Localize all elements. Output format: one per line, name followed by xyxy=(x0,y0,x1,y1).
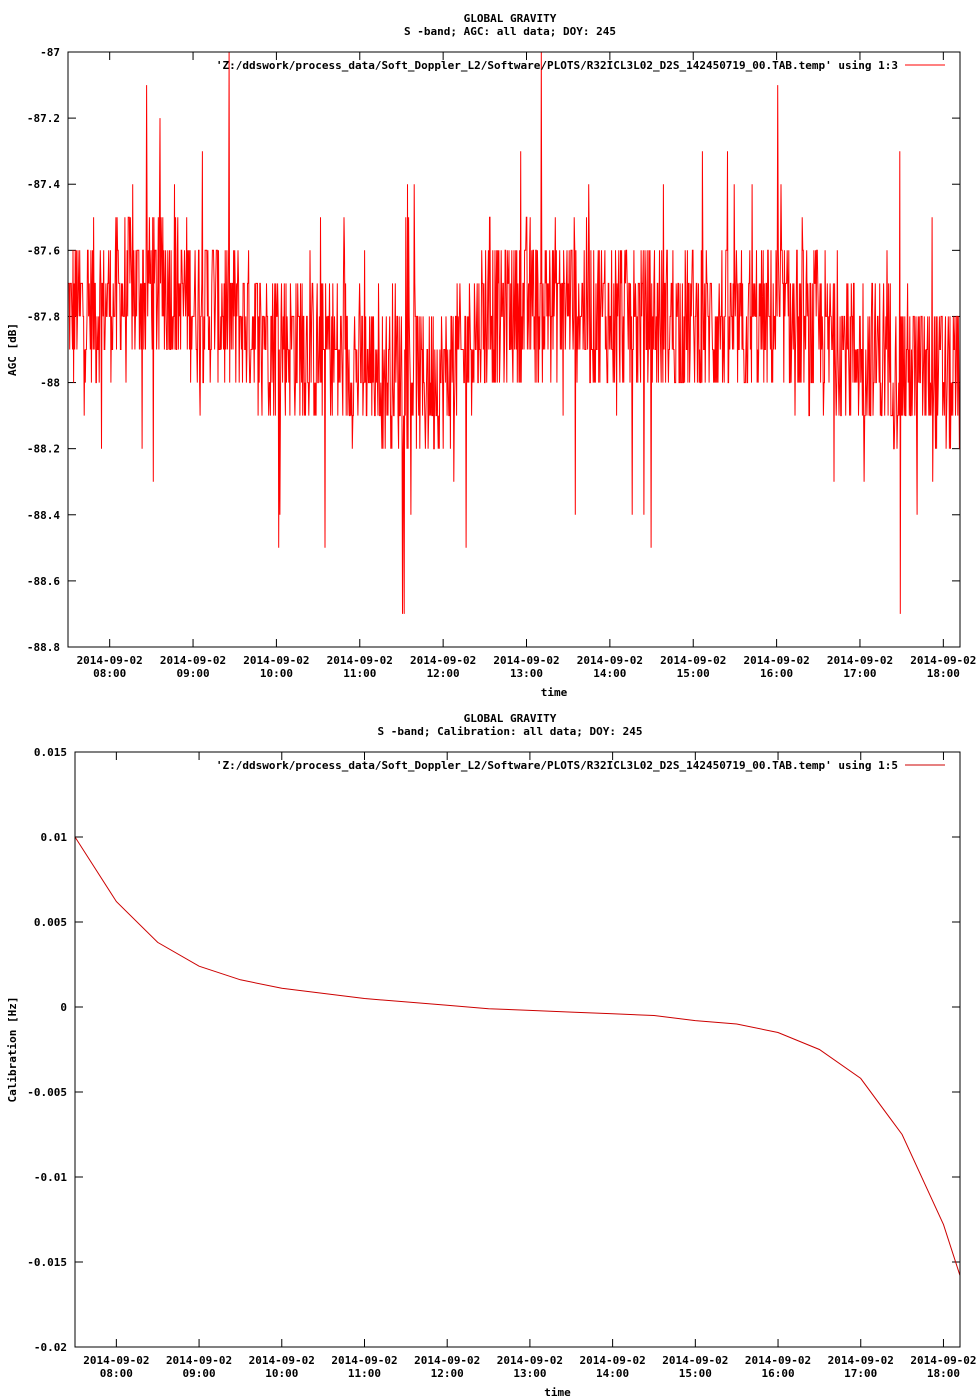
x-tick-time: 14:00 xyxy=(596,1367,629,1380)
y-tick-label: -88.4 xyxy=(27,509,60,522)
y-tick-label: 0.015 xyxy=(34,746,67,759)
x-tick-time: 16:00 xyxy=(760,667,793,680)
y-tick-label: -88.6 xyxy=(27,575,60,588)
x-tick-time: 11:00 xyxy=(343,667,376,680)
x-tick-date: 2014-09-02 xyxy=(910,1354,976,1367)
x-tick-time: 12:00 xyxy=(427,667,460,680)
x-tick-time: 16:00 xyxy=(761,1367,794,1380)
plot-frame xyxy=(74,751,961,1348)
x-axis-label: time xyxy=(541,686,568,699)
y-axis-label: AGC [dB] xyxy=(6,323,19,376)
y-tick-label: -88.8 xyxy=(27,641,60,654)
series-line xyxy=(68,52,960,614)
x-tick-time: 08:00 xyxy=(93,667,126,680)
x-tick-time: 09:00 xyxy=(176,667,209,680)
x-tick-date: 2014-09-02 xyxy=(745,1354,811,1367)
x-tick-date: 2014-09-02 xyxy=(577,654,643,667)
x-tick-time: 11:00 xyxy=(348,1367,381,1380)
x-tick-date: 2014-09-02 xyxy=(497,1354,563,1367)
y-tick-label: -0.015 xyxy=(27,1256,67,1269)
x-tick-date: 2014-09-02 xyxy=(243,654,309,667)
x-tick-date: 2014-09-02 xyxy=(828,1354,894,1367)
y-axis-label: Calibration [Hz] xyxy=(6,997,19,1103)
x-tick-time: 08:00 xyxy=(100,1367,133,1380)
x-tick-time: 09:00 xyxy=(183,1367,216,1380)
x-tick-date: 2014-09-02 xyxy=(249,1354,315,1367)
y-tick-label: -0.02 xyxy=(34,1341,67,1354)
x-tick-time: 17:00 xyxy=(844,1367,877,1380)
x-tick-date: 2014-09-02 xyxy=(410,654,476,667)
x-tick-time: 18:00 xyxy=(927,1367,960,1380)
x-tick-date: 2014-09-02 xyxy=(160,654,226,667)
y-tick-label: 0 xyxy=(60,1001,67,1014)
x-tick-date: 2014-09-02 xyxy=(660,654,726,667)
chart-subtitle: S -band; Calibration: all data; DOY: 245 xyxy=(378,725,643,738)
x-tick-time: 15:00 xyxy=(679,1367,712,1380)
y-tick-label: -0.01 xyxy=(34,1171,67,1184)
x-tick-date: 2014-09-02 xyxy=(743,654,809,667)
y-tick-label: -87 xyxy=(40,46,60,59)
x-tick-time: 10:00 xyxy=(260,667,293,680)
chart-title: GLOBAL GRAVITY xyxy=(464,712,557,725)
chart-title: GLOBAL GRAVITY xyxy=(464,12,557,25)
x-tick-date: 2014-09-02 xyxy=(327,654,393,667)
plot-frame xyxy=(67,51,961,648)
x-tick-date: 2014-09-02 xyxy=(414,1354,480,1367)
x-tick-date: 2014-09-02 xyxy=(77,654,143,667)
y-tick-label: -87.4 xyxy=(27,178,60,191)
x-tick-date: 2014-09-02 xyxy=(83,1354,149,1367)
y-tick-label: -87.2 xyxy=(27,112,60,125)
x-tick-time: 15:00 xyxy=(677,667,710,680)
series-line xyxy=(75,836,960,1276)
x-tick-date: 2014-09-02 xyxy=(166,1354,232,1367)
y-tick-label: -87.6 xyxy=(27,244,60,257)
x-tick-date: 2014-09-02 xyxy=(579,1354,645,1367)
x-tick-time: 18:00 xyxy=(927,667,960,680)
y-tick-label: -88.2 xyxy=(27,443,60,456)
x-tick-date: 2014-09-02 xyxy=(331,1354,397,1367)
x-axis-label: time xyxy=(544,1386,571,1399)
x-tick-date: 2014-09-02 xyxy=(910,654,976,667)
y-tick-label: -0.005 xyxy=(27,1086,67,1099)
y-tick-label: -88 xyxy=(40,377,60,390)
y-tick-label: -87.8 xyxy=(27,310,60,323)
x-tick-date: 2014-09-02 xyxy=(662,1354,728,1367)
x-tick-date: 2014-09-02 xyxy=(827,654,893,667)
x-tick-time: 12:00 xyxy=(431,1367,464,1380)
y-tick-label: 0.005 xyxy=(34,916,67,929)
x-tick-date: 2014-09-02 xyxy=(493,654,559,667)
x-tick-time: 13:00 xyxy=(510,667,543,680)
legend-label: 'Z:/ddswork/process_data/Soft_Doppler_L2… xyxy=(216,759,898,772)
chart-subtitle: S -band; AGC: all data; DOY: 245 xyxy=(404,25,616,38)
x-tick-time: 14:00 xyxy=(593,667,626,680)
x-tick-time: 10:00 xyxy=(265,1367,298,1380)
y-tick-label: 0.01 xyxy=(41,831,68,844)
legend-label: 'Z:/ddswork/process_data/Soft_Doppler_L2… xyxy=(216,59,898,72)
x-tick-time: 17:00 xyxy=(843,667,876,680)
x-tick-time: 13:00 xyxy=(513,1367,546,1380)
